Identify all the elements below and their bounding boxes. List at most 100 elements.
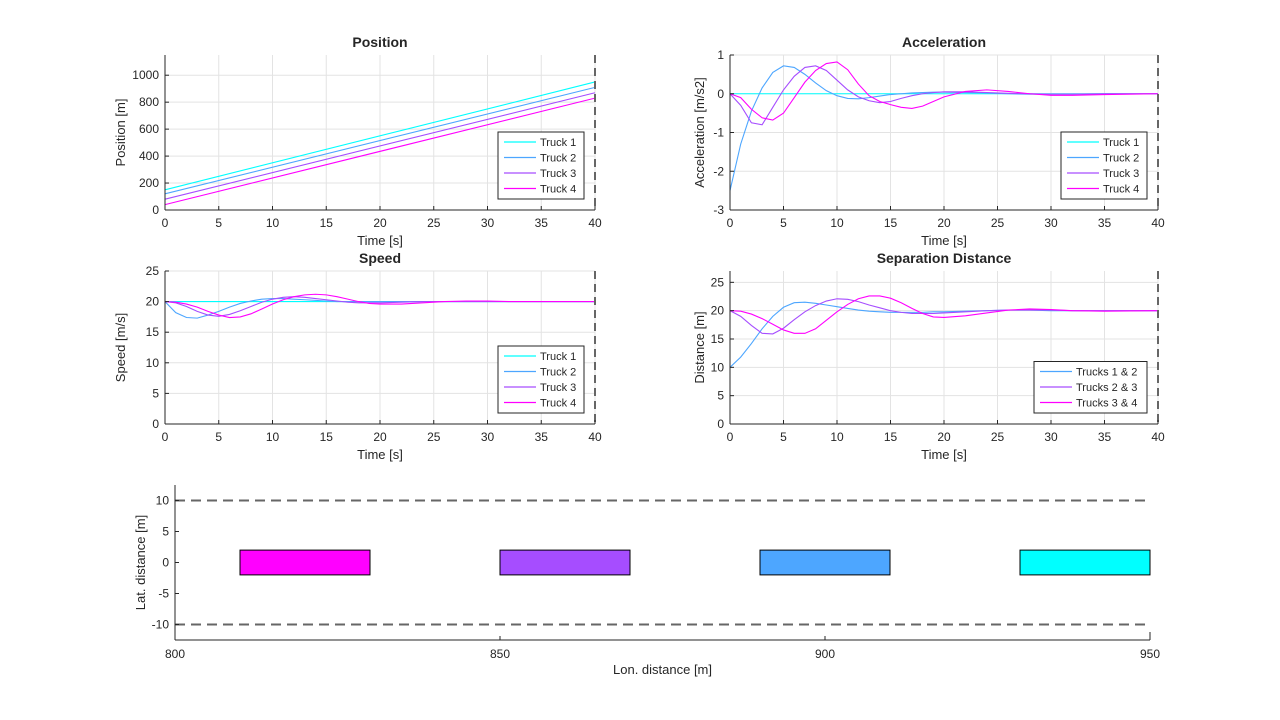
x-tick-label: 30 <box>481 430 495 444</box>
legend-entry-1: Truck 1 <box>540 351 576 363</box>
y-tick-label: -1 <box>713 126 724 140</box>
series-line-4 <box>164 293 595 319</box>
x-tick-label: 20 <box>373 430 387 444</box>
y-tick-label: -5 <box>158 587 169 601</box>
x-tick-label: 15 <box>884 216 898 230</box>
legend-entry-3: Trucks 3 & 4 <box>1076 398 1137 410</box>
series-line-4 <box>164 97 596 206</box>
y-tick-label: 800 <box>139 95 159 109</box>
legend: Truck 1 Truck 2 Truck 3 Truck 4 <box>1060 131 1148 200</box>
scene-chart: 800 850 900 950 -10 -5 0 5 10 Lon. distance [m] La… <box>133 485 1160 677</box>
legend-box <box>497 345 585 414</box>
truck-rect-2 <box>499 549 631 576</box>
speed-chart: 0 5 10 15 20 25 30 35 40 0 5 10 15 20 25 Speed Time [s] S… <box>113 250 602 462</box>
x-tick-label: 40 <box>1151 216 1165 230</box>
legend-entry-2: Truck 2 <box>540 367 576 379</box>
legend-entry-2: Truck 2 <box>540 153 576 165</box>
y-tick-label: 0 <box>162 556 169 570</box>
x-tick-label: 20 <box>937 216 951 230</box>
x-tick-label: 15 <box>320 216 334 230</box>
legend-entry-2: Trucks 2 & 3 <box>1076 382 1137 394</box>
x-tick-label: 25 <box>991 216 1005 230</box>
x-tick-label: 10 <box>266 216 280 230</box>
chart-title: Speed <box>359 250 401 266</box>
y-tick-label: -10 <box>152 618 170 632</box>
y-tick-label: 0 <box>717 87 724 101</box>
legend: Truck 1 Truck 2 Truck 3 Truck 4 <box>497 345 585 414</box>
truck-rect-1 <box>239 549 371 576</box>
x-axis-label: Lon. distance [m] <box>613 662 712 677</box>
x-axis-label: Time [s] <box>357 447 403 462</box>
y-tick-label: 5 <box>162 525 169 539</box>
y-tick-label: 0 <box>717 417 724 431</box>
x-tick-label: 25 <box>427 216 441 230</box>
position-chart: 0 5 10 15 20 25 30 35 4002004006008001000Positio… <box>113 34 602 248</box>
x-tick-label: 20 <box>937 430 951 444</box>
x-tick-label: 0 <box>162 216 169 230</box>
y-axis-label: Lat. distance [m] <box>133 515 148 610</box>
x-tick-label: 950 <box>1140 647 1160 661</box>
x-tick-label: 5 <box>780 216 787 230</box>
truck-rect-3 <box>759 549 891 576</box>
legend-entry-3: Truck 3 <box>540 168 576 180</box>
x-tick-label: 30 <box>1044 430 1058 444</box>
legend-entry-2: Truck 2 <box>1103 153 1139 165</box>
y-tick-label: 15 <box>711 332 725 346</box>
y-tick-label: 0 <box>152 203 159 217</box>
y-tick-label: -2 <box>713 164 724 178</box>
series-line-1 <box>164 81 596 191</box>
truck-rect-4 <box>1019 549 1151 576</box>
y-axis-label: Speed [m/s] <box>113 313 128 382</box>
x-axis-label: Time [s] <box>921 447 967 462</box>
x-axis-label: Time [s] <box>921 233 967 248</box>
x-tick-label: 800 <box>165 647 185 661</box>
x-tick-label: 0 <box>727 430 734 444</box>
y-tick-label: 1000 <box>132 68 159 82</box>
legend: Truck 1 Truck 2 Truck 3 Truck 4 <box>497 131 585 200</box>
legend-entry-1: Truck 1 <box>1103 137 1139 149</box>
y-tick-label: 20 <box>711 304 725 318</box>
y-tick-label: 400 <box>139 149 159 163</box>
x-tick-label: 850 <box>490 647 510 661</box>
chart-title: Acceleration <box>902 34 986 50</box>
legend-box <box>497 131 585 200</box>
legend-entry-1: Trucks 1 & 2 <box>1076 367 1137 379</box>
legend-entry-4: Truck 4 <box>1103 184 1139 196</box>
x-tick-label: 15 <box>320 430 334 444</box>
x-tick-label: 30 <box>481 216 495 230</box>
x-tick-label: 35 <box>1098 430 1112 444</box>
x-tick-label: 15 <box>884 430 898 444</box>
y-tick-label: 5 <box>717 389 724 403</box>
legend-box <box>1060 131 1148 200</box>
legend-entry-4: Truck 4 <box>540 184 576 196</box>
x-tick-label: 40 <box>588 430 602 444</box>
y-axis-label: Position [m] <box>113 99 128 167</box>
x-tick-label: 40 <box>588 216 602 230</box>
legend-box <box>1033 361 1148 414</box>
x-tick-label: 20 <box>373 216 387 230</box>
y-tick-label: -3 <box>713 203 724 217</box>
x-tick-label: 25 <box>991 430 1005 444</box>
x-axis-label: Time [s] <box>357 233 403 248</box>
y-tick-label: 5 <box>152 386 159 400</box>
y-axis-label: Distance [m] <box>692 311 707 383</box>
x-tick-label: 35 <box>535 216 549 230</box>
series-line-3 <box>164 92 596 200</box>
y-tick-label: 25 <box>711 275 725 289</box>
y-tick-label: 1 <box>717 48 724 62</box>
legend-entry-3: Truck 3 <box>540 382 576 394</box>
series-line-3 <box>729 65 1158 126</box>
x-tick-label: 5 <box>215 430 222 444</box>
y-axis-label: Acceleration [m/s2] <box>692 77 707 188</box>
y-tick-label: 15 <box>146 325 160 339</box>
legend-entry-1: Truck 1 <box>540 137 576 149</box>
y-tick-label: 0 <box>152 417 159 431</box>
acceleration-chart: 0 5 10 15 20 25 30 35 40 -3 -2 -1 0 1 Acceleration Time… <box>692 34 1165 248</box>
y-tick-label: 20 <box>146 295 160 309</box>
x-tick-label: 10 <box>830 216 844 230</box>
x-tick-label: 30 <box>1044 216 1058 230</box>
chart-title: Position <box>352 34 407 50</box>
y-tick-label: 10 <box>711 360 725 374</box>
legend: Trucks 1 & 2 Trucks 2 & 3 Trucks 3 & 4 <box>1033 361 1148 414</box>
